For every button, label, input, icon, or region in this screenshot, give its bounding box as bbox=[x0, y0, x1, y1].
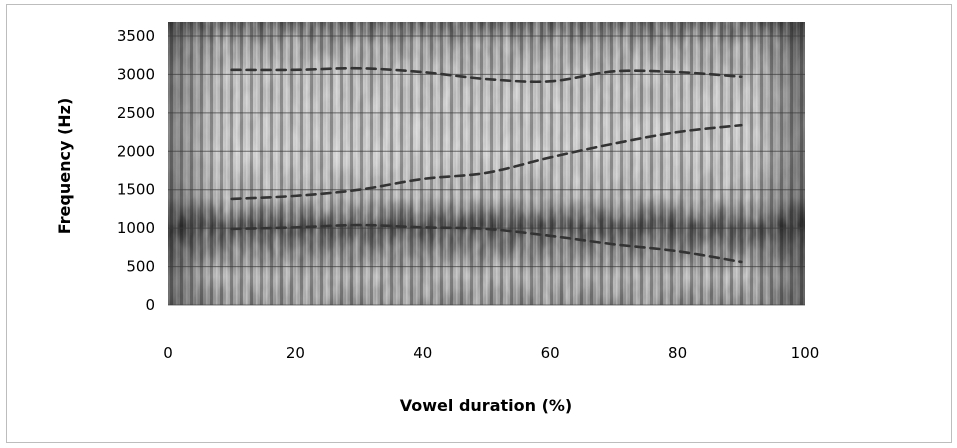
x-tick-label: 80 bbox=[668, 344, 687, 362]
formant-line-1 bbox=[230, 223, 743, 264]
x-tick-labels: 0 20 40 60 80 100 bbox=[163, 344, 819, 362]
spectrogram-background bbox=[168, 22, 805, 305]
x-axis-label: Vowel duration (%) bbox=[400, 396, 572, 415]
formant-line-3 bbox=[230, 66, 743, 84]
y-tick-labels: 0 500 1000 1500 2000 2500 3000 3500 bbox=[117, 27, 155, 314]
x-tick-label: 60 bbox=[541, 344, 560, 362]
x-tick-label: 40 bbox=[413, 344, 432, 362]
y-tick-label: 0 bbox=[145, 296, 155, 314]
x-tick-label: 20 bbox=[286, 344, 305, 362]
x-tick-label: 0 bbox=[163, 344, 173, 362]
y-tick-label: 3000 bbox=[117, 65, 155, 83]
y-tick-label: 1500 bbox=[117, 181, 155, 199]
formant-line-2 bbox=[230, 123, 743, 201]
y-tick-label: 3500 bbox=[117, 27, 155, 45]
y-axis-label: Frequency (Hz) bbox=[55, 98, 74, 235]
y-tick-label: 2500 bbox=[117, 104, 155, 122]
x-tick-label: 100 bbox=[791, 344, 820, 362]
y-tick-label: 500 bbox=[126, 258, 155, 276]
y-tick-label: 1000 bbox=[117, 219, 155, 237]
formant-series bbox=[230, 66, 743, 264]
y-tick-label: 2000 bbox=[117, 142, 155, 160]
